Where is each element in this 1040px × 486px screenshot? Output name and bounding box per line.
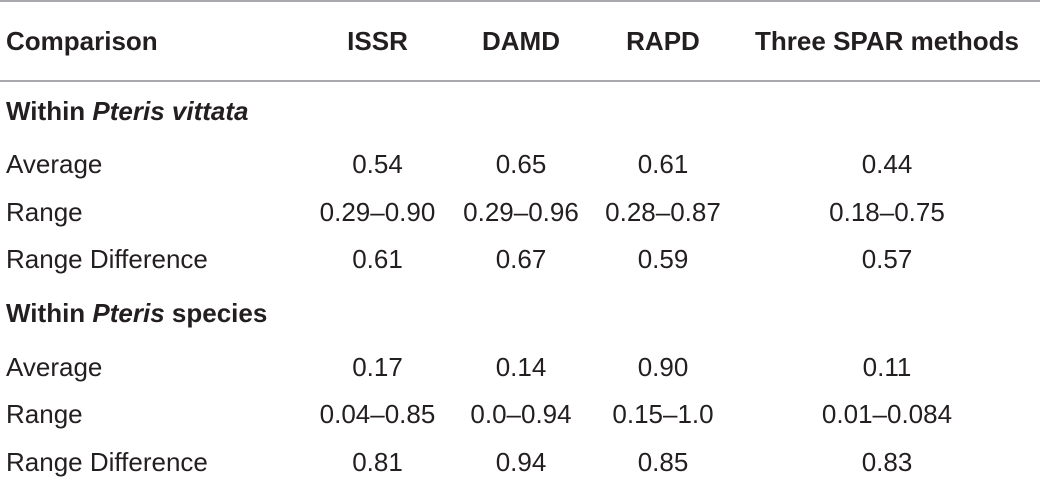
cell-rapd: 0.28–0.87 (592, 189, 734, 237)
comparison-table-container: Comparison ISSR DAMD RAPD Three SPAR met… (0, 0, 1040, 465)
table-row: Average 0.54 0.65 0.61 0.44 (0, 141, 1040, 189)
table-row: Average 0.17 0.14 0.90 0.11 (0, 344, 1040, 392)
cell-damd: 0.94 (450, 439, 592, 486)
table-row: Range 0.04–0.85 0.0–0.94 0.15–1.0 0.01–0… (0, 391, 1040, 439)
header-damd: DAMD (450, 1, 592, 81)
table-row: Range Difference 0.81 0.94 0.85 0.83 (0, 439, 1040, 486)
cell-issr: 0.61 (305, 236, 450, 284)
table-row: Range 0.29–0.90 0.29–0.96 0.28–0.87 0.18… (0, 189, 1040, 237)
table-header: Comparison ISSR DAMD RAPD Three SPAR met… (0, 1, 1040, 81)
table-body: Within Pteris vittata Average 0.54 0.65 … (0, 81, 1040, 486)
cell-damd: 0.29–0.96 (450, 189, 592, 237)
row-label: Range Difference (0, 439, 305, 486)
header-rapd: RAPD (592, 1, 734, 81)
cell-rapd: 0.15–1.0 (592, 391, 734, 439)
cell-damd: 0.67 (450, 236, 592, 284)
cell-issr: 0.54 (305, 141, 450, 189)
row-label: Range (0, 391, 305, 439)
section-title-prefix: Within (6, 298, 92, 328)
table-row: Range Difference 0.61 0.67 0.59 0.57 (0, 236, 1040, 284)
cell-three-spar: 0.11 (734, 344, 1040, 392)
cell-three-spar: 0.57 (734, 236, 1040, 284)
cell-damd: 0.65 (450, 141, 592, 189)
cell-three-spar: 0.83 (734, 439, 1040, 486)
cell-damd: 0.14 (450, 344, 592, 392)
cell-issr: 0.17 (305, 344, 450, 392)
section-title: Within Pteris vittata (0, 81, 1040, 141)
row-label: Average (0, 344, 305, 392)
cell-three-spar: 0.18–0.75 (734, 189, 1040, 237)
cell-issr: 0.29–0.90 (305, 189, 450, 237)
header-row: Comparison ISSR DAMD RAPD Three SPAR met… (0, 1, 1040, 81)
cell-rapd: 0.61 (592, 141, 734, 189)
cell-rapd: 0.59 (592, 236, 734, 284)
header-three-spar-methods: Three SPAR methods (734, 1, 1040, 81)
section-row-pteris-species: Within Pteris species (0, 284, 1040, 344)
section-title-genus: Pteris (92, 298, 164, 328)
cell-rapd: 0.90 (592, 344, 734, 392)
section-title: Within Pteris species (0, 284, 1040, 344)
section-row-pteris-vittata: Within Pteris vittata (0, 81, 1040, 141)
header-comparison: Comparison (0, 1, 305, 81)
row-label: Average (0, 141, 305, 189)
cell-issr: 0.04–0.85 (305, 391, 450, 439)
cell-three-spar: 0.44 (734, 141, 1040, 189)
row-label: Range Difference (0, 236, 305, 284)
section-title-suffix: species (165, 298, 268, 328)
cell-three-spar: 0.01–0.084 (734, 391, 1040, 439)
section-title-species: Pteris vittata (92, 96, 248, 126)
row-label: Range (0, 189, 305, 237)
cell-issr: 0.81 (305, 439, 450, 486)
section-title-prefix: Within (6, 96, 92, 126)
cell-damd: 0.0–0.94 (450, 391, 592, 439)
header-issr: ISSR (305, 1, 450, 81)
cell-rapd: 0.85 (592, 439, 734, 486)
